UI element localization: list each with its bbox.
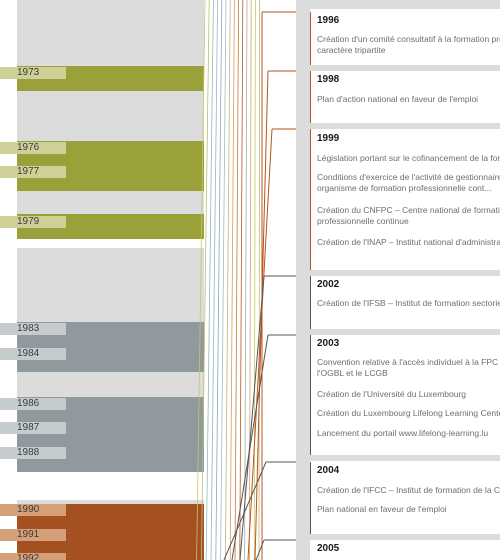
connector-line-7 <box>229 0 235 560</box>
entry-year: 2004 <box>317 465 340 476</box>
connector-line-12 <box>253 0 256 560</box>
connector-line-6 <box>225 0 231 560</box>
entry-item: Création du CNFPC – Centre national de f… <box>317 205 500 226</box>
entry-year: 2003 <box>317 338 340 349</box>
entry-year: 2002 <box>317 279 340 290</box>
entry-item: Création du Luxembourg Lifelong Learning… <box>317 408 500 418</box>
entry-separator <box>310 65 500 71</box>
year-label: 1991 <box>0 529 66 541</box>
entry-item: Conditions d'exercice de l'activité de g… <box>317 172 500 193</box>
entry-separator <box>310 329 500 335</box>
connector-line-10 <box>244 0 248 560</box>
entry-item: Création de l'Université du Luxembourg <box>317 389 467 399</box>
connector-line-13 <box>258 0 261 560</box>
year-label: 1976 <box>0 142 66 154</box>
entry-item: Création de l'IFSB – Institut de formati… <box>317 298 500 308</box>
entry-year: 1996 <box>317 15 340 26</box>
entry-separator <box>310 455 500 461</box>
year-label: 1983 <box>0 323 66 335</box>
gap-divider <box>17 239 204 248</box>
entry-item: Création d'un comité consultatif à la fo… <box>317 34 500 55</box>
connector-line-4 <box>215 0 223 560</box>
connector-line-2 <box>205 0 214 560</box>
entry-item: Convention relative à l'accès individuel… <box>317 357 500 378</box>
entry-item: Législation portant sur le cofinancement… <box>317 153 500 163</box>
connector-line-8 <box>234 0 239 560</box>
entry-year: 1999 <box>317 133 340 144</box>
entry-item: Plan national en faveur de l'emploi <box>317 504 447 514</box>
entry-item: Lancement du portail www.lifelong-learni… <box>317 428 489 438</box>
entry-item: Création de l'INAP – Institut national d… <box>317 237 500 247</box>
year-label: 1988 <box>0 447 66 459</box>
entry-item: Plan d'action national en faveur de l'em… <box>317 94 479 104</box>
connector-line-25 <box>231 334 269 560</box>
entry-year: 1998 <box>317 74 340 85</box>
connector-line-19 <box>247 128 273 560</box>
entry-separator <box>310 534 500 540</box>
entry-separator <box>310 270 500 276</box>
connector-line-28 <box>223 461 267 560</box>
connector-line-11 <box>248 0 252 560</box>
gap-divider-2 <box>17 472 204 500</box>
connector-line-31 <box>255 539 265 560</box>
connector-line-17 <box>254 70 269 560</box>
connector-line-3 <box>210 0 218 560</box>
entry-separator <box>310 123 500 129</box>
year-label: 1992 <box>0 553 66 560</box>
entry-separator <box>310 0 500 9</box>
year-label: 1986 <box>0 398 66 410</box>
year-label: 1990 <box>0 504 66 516</box>
connector-line-5 <box>220 0 227 560</box>
year-label: 1987 <box>0 422 66 434</box>
year-label: 1984 <box>0 348 66 360</box>
connector-line-9 <box>239 0 244 560</box>
year-label: 1977 <box>0 166 66 178</box>
year-label: 1979 <box>0 216 66 228</box>
entry-year: 2005 <box>317 543 340 554</box>
entry-item: Création de l'IFCC – Institut de formati… <box>317 485 500 495</box>
connector-line-22 <box>239 275 265 560</box>
year-label: 1973 <box>0 67 66 79</box>
entries-strip <box>296 0 310 560</box>
